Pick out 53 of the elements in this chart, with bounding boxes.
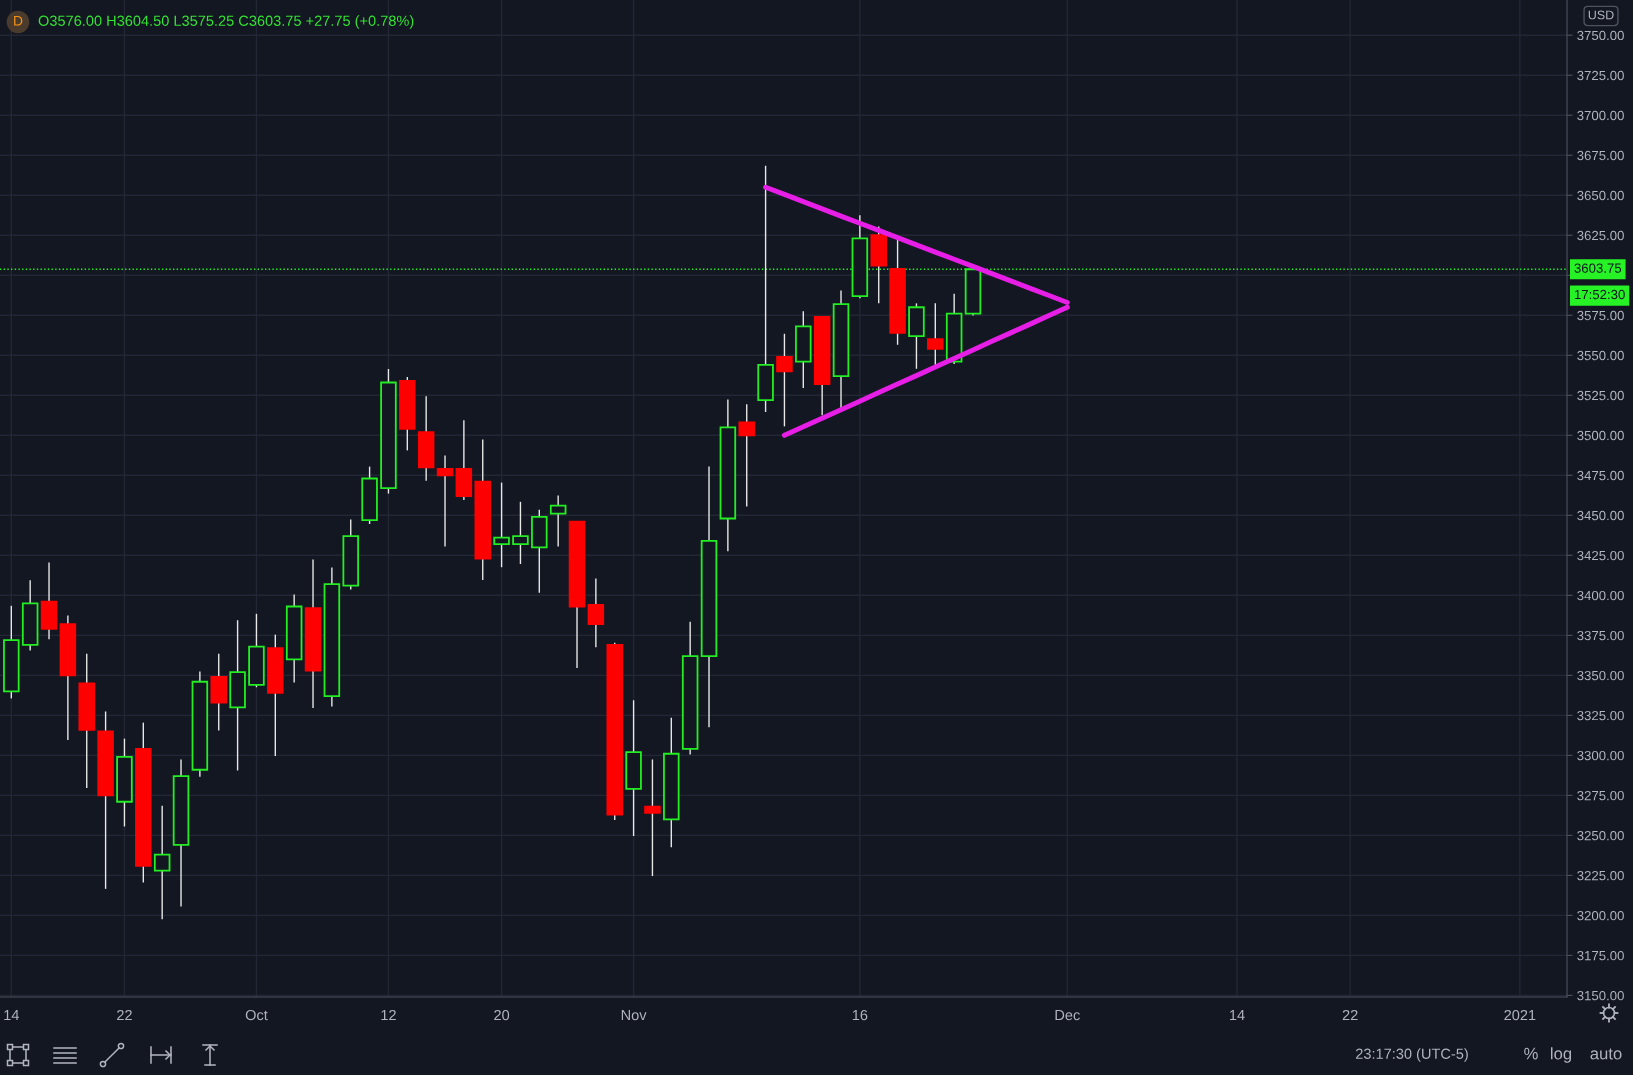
y-tick-label: 3425.00 bbox=[1577, 550, 1624, 561]
candlestick bbox=[549, 495, 567, 547]
candlestick bbox=[587, 578, 605, 648]
y-tick-label: 3200.00 bbox=[1577, 910, 1624, 921]
y-tick-label: 3275.00 bbox=[1577, 790, 1624, 801]
x-tick-label: 16 bbox=[852, 1009, 868, 1021]
ref-line-label: 3603.75 bbox=[1574, 263, 1622, 273]
y-tick-label: 3400.00 bbox=[1577, 590, 1624, 601]
y-tick-label: 3150.00 bbox=[1577, 990, 1624, 1001]
annotation: D bbox=[14, 16, 23, 26]
y-tick-label: 3325.00 bbox=[1577, 710, 1624, 721]
text: log bbox=[1551, 1047, 1572, 1063]
x-tick-label: 22 bbox=[1342, 1009, 1358, 1021]
y-tick-label: 3300.00 bbox=[1577, 750, 1624, 761]
candlestick bbox=[776, 333, 793, 427]
y-tick-label: 3675.00 bbox=[1577, 150, 1624, 161]
candlestick bbox=[512, 501, 529, 565]
x-tick-label: Oct bbox=[245, 1009, 268, 1021]
candlestick bbox=[738, 404, 755, 507]
x-tick-label: 22 bbox=[117, 1009, 132, 1021]
text: auto bbox=[1590, 1048, 1622, 1060]
text: 23:17:30 (UTC-5) bbox=[1356, 1048, 1468, 1062]
y-tick-label: 3500.00 bbox=[1577, 430, 1624, 441]
candlestick bbox=[644, 759, 661, 877]
x-tick-label: 2021 bbox=[1504, 1009, 1536, 1021]
y-tick-label: 3575.00 bbox=[1577, 310, 1624, 321]
y-tick-label: 3750.00 bbox=[1577, 30, 1624, 41]
x-tick-label: 12 bbox=[381, 1009, 396, 1021]
y-tick-label: 3375.00 bbox=[1577, 630, 1624, 641]
y-tick-label: 3650.00 bbox=[1577, 190, 1624, 201]
y-tick-label: 3225.00 bbox=[1577, 870, 1624, 881]
x-tick-label: Dec bbox=[1055, 1010, 1080, 1021]
y-tick-label: 3700.00 bbox=[1577, 110, 1624, 121]
y-tick-label: 3625.00 bbox=[1577, 230, 1624, 241]
annotation: O3576.00 H3604.50 L3575.25 C3603.75 +27.75 (+0.78%) bbox=[38, 15, 414, 29]
y-tick-label: 3525.00 bbox=[1577, 390, 1624, 401]
text: % bbox=[1524, 1047, 1538, 1060]
y-tick-label: 3250.00 bbox=[1577, 830, 1624, 841]
y-tick-label: 3350.00 bbox=[1577, 670, 1624, 681]
y-tick-label: 3550.00 bbox=[1577, 350, 1624, 361]
y-tick-label: 3725.00 bbox=[1577, 70, 1624, 81]
candlestick bbox=[436, 455, 454, 547]
y-tick-label: 3475.00 bbox=[1577, 470, 1624, 481]
x-tick-label: 14 bbox=[4, 1010, 19, 1021]
text: USD bbox=[1588, 10, 1614, 20]
y-tick-label: 3175.00 bbox=[1577, 950, 1624, 961]
x-tick-label: 20 bbox=[494, 1009, 510, 1021]
candlestick bbox=[153, 805, 171, 920]
y-tick-label: 3450.00 bbox=[1577, 510, 1624, 521]
x-tick-label: 14 bbox=[1230, 1010, 1245, 1021]
text: 17:52:30 bbox=[1574, 289, 1625, 300]
x-tick-label: Nov bbox=[621, 1010, 647, 1021]
candlestick bbox=[493, 482, 510, 568]
